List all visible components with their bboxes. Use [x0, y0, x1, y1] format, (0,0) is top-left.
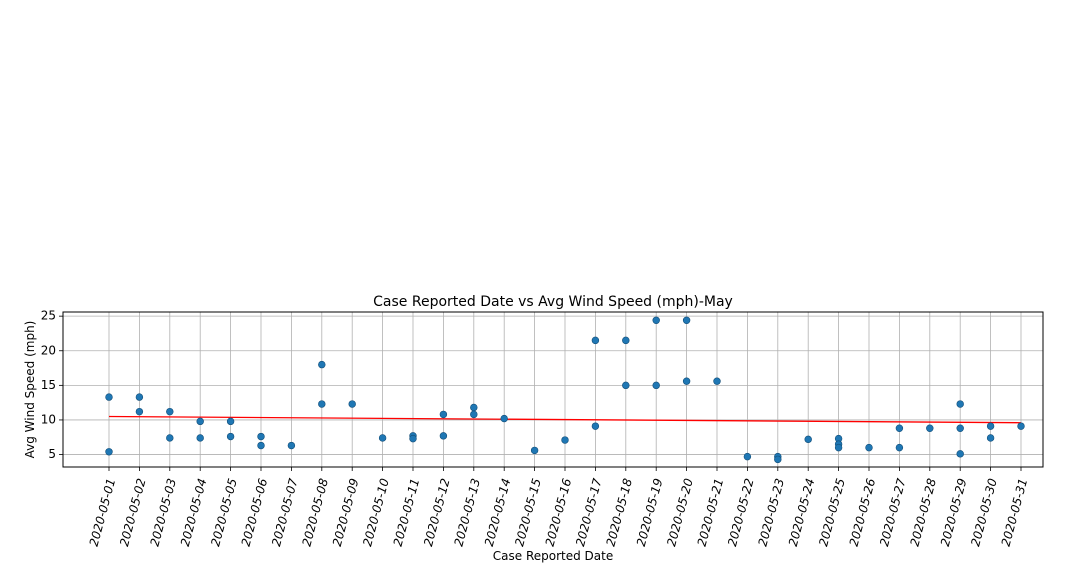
data-point — [591, 336, 600, 345]
x-tick-label: 2020-05-01 — [87, 477, 119, 548]
data-point — [1017, 422, 1025, 430]
data-point — [865, 443, 873, 452]
data-point — [622, 336, 630, 345]
x-tick-label: 2020-05-17 — [573, 477, 605, 548]
x-tick-label: 2020-05-21 — [695, 477, 727, 548]
x-tick-label: 2020-05-28 — [907, 477, 939, 548]
y-tick-label: 15 — [41, 378, 56, 392]
data-point — [956, 424, 964, 432]
x-tick-label: 2020-05-25 — [816, 477, 848, 548]
data-point — [470, 403, 478, 412]
data-point — [318, 400, 326, 408]
data-point — [774, 455, 782, 464]
data-point — [196, 434, 204, 442]
data-point — [287, 441, 296, 450]
x-tick-label: 2020-05-07 — [269, 477, 301, 548]
x-tick-label: 2020-05-16 — [543, 477, 575, 548]
data-point — [926, 424, 934, 432]
data-point — [135, 393, 144, 401]
x-tick-label: 2020-05-31 — [999, 477, 1031, 548]
data-point — [196, 417, 204, 426]
data-point — [895, 424, 904, 432]
data-point — [956, 450, 964, 458]
x-tick-label: 2020-05-24 — [786, 477, 818, 548]
y-axis-label: Avg Wind Speed (mph) — [23, 321, 37, 459]
data-point — [652, 381, 660, 390]
data-point — [561, 436, 569, 444]
y-tick-label: 25 — [41, 309, 56, 323]
x-tick-label: 2020-05-10 — [360, 477, 392, 548]
y-tick-label: 20 — [41, 343, 56, 357]
y-tick-label: 5 — [48, 447, 56, 461]
data-point — [500, 414, 508, 423]
data-point — [348, 400, 356, 408]
data-point — [226, 417, 235, 426]
chart-title: Case Reported Date vs Avg Wind Speed (mp… — [373, 294, 733, 310]
data-point — [105, 393, 113, 401]
data-point — [470, 410, 478, 419]
data-point — [135, 407, 144, 416]
x-tick-label: 2020-05-23 — [755, 477, 787, 548]
data-point — [166, 407, 174, 416]
x-tick-label: 2020-05-15 — [512, 477, 544, 548]
x-tick-label: 2020-05-05 — [208, 477, 240, 548]
data-point — [713, 377, 721, 385]
data-point — [743, 452, 752, 461]
data-point — [318, 360, 326, 369]
y-tick-label: 10 — [41, 412, 56, 426]
data-point — [409, 434, 417, 443]
data-point — [226, 432, 235, 441]
data-point — [682, 377, 691, 385]
x-tick-label: 2020-05-06 — [239, 477, 271, 548]
x-tick-label: 2020-05-08 — [299, 477, 331, 548]
data-point — [956, 400, 964, 408]
data-point — [530, 446, 539, 455]
data-point — [622, 381, 630, 390]
data-point — [804, 435, 812, 444]
x-tick-label: 2020-05-02 — [117, 477, 149, 548]
data-point — [439, 410, 448, 419]
x-tick-label: 2020-05-11 — [391, 477, 423, 548]
data-point — [895, 443, 904, 452]
data-point — [105, 448, 113, 456]
data-point — [986, 422, 995, 430]
x-tick-label: 2020-05-14 — [482, 477, 514, 548]
trend-line — [108, 415, 1022, 424]
data-point — [986, 434, 995, 442]
data-point — [682, 316, 691, 325]
data-point — [257, 432, 265, 441]
x-tick-label: 2020-05-03 — [147, 477, 179, 548]
data-point — [166, 434, 174, 442]
x-tick-label: 2020-05-29 — [938, 477, 970, 548]
data-point — [652, 316, 660, 325]
x-tick-label: 2020-05-26 — [847, 477, 879, 548]
x-tick-label: 2020-05-30 — [968, 477, 1000, 548]
data-point — [834, 443, 843, 452]
x-axis-label: Case Reported Date — [493, 549, 613, 563]
data-point — [591, 422, 600, 430]
data-point — [378, 434, 387, 442]
x-tick-label: 2020-05-18 — [603, 477, 635, 548]
x-tick-label: 2020-05-12 — [421, 477, 453, 548]
x-tick-label: 2020-05-19 — [634, 477, 666, 548]
x-tick-label: 2020-05-09 — [330, 477, 362, 548]
x-tick-label: 2020-05-27 — [877, 477, 909, 548]
x-tick-label: 2020-05-04 — [178, 477, 210, 548]
x-tick-label: 2020-05-13 — [451, 477, 483, 548]
x-tick-label: 2020-05-22 — [725, 477, 757, 548]
data-point — [257, 441, 265, 450]
x-tick-label: 2020-05-20 — [664, 477, 696, 548]
data-point — [439, 432, 448, 440]
plot-frame — [62, 311, 1044, 468]
